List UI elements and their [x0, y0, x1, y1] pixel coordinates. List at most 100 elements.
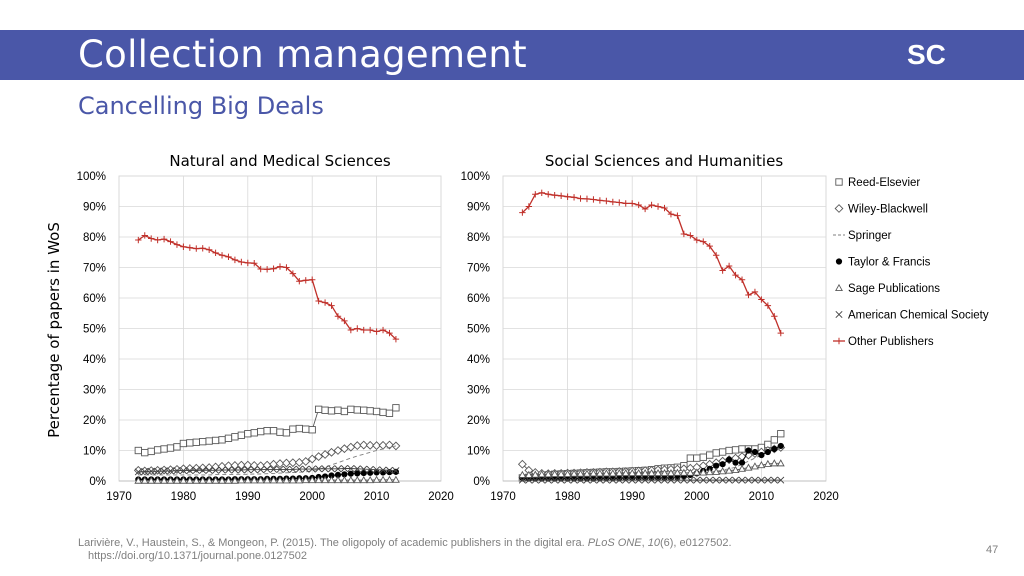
data-point	[544, 470, 553, 478]
series-springer	[138, 445, 397, 476]
data-point	[256, 476, 265, 484]
data-point	[154, 467, 162, 475]
citation-journal: PLoS ONE	[587, 537, 642, 549]
data-point	[230, 476, 239, 484]
data-point	[224, 476, 233, 484]
data-point	[725, 456, 733, 463]
data-point	[686, 468, 695, 476]
data-point	[758, 296, 765, 303]
x-tick-label: 2000	[684, 491, 710, 503]
data-point	[648, 476, 656, 484]
data-point	[628, 476, 636, 484]
data-point	[660, 468, 669, 477]
data-point	[141, 468, 149, 476]
data-point	[563, 469, 572, 477]
data-point	[328, 302, 335, 309]
data-point	[609, 476, 617, 484]
data-point	[738, 276, 746, 283]
data-point	[321, 475, 330, 484]
data-point	[551, 192, 558, 199]
data-point	[725, 476, 733, 484]
data-point	[347, 464, 355, 473]
data-point	[172, 476, 181, 484]
data-point	[551, 476, 559, 484]
y-tick-label: 80%	[467, 232, 490, 244]
data-point	[544, 476, 552, 484]
data-point	[615, 476, 623, 484]
data-point	[679, 468, 688, 476]
data-point	[686, 454, 694, 462]
data-point	[309, 276, 316, 283]
data-point	[517, 459, 527, 469]
data-point	[193, 245, 200, 252]
legend: Reed-Elsevier Wiley-Blackwell Springer Tayl…	[833, 177, 989, 348]
data-point	[589, 469, 598, 477]
data-point	[545, 191, 552, 198]
data-point	[764, 476, 772, 484]
title-banner	[0, 30, 1024, 80]
data-point	[719, 461, 726, 468]
data-point	[314, 475, 323, 484]
data-point	[570, 469, 579, 477]
data-point	[327, 447, 336, 457]
data-point	[283, 264, 290, 271]
data-point	[173, 467, 181, 475]
data-point	[257, 466, 265, 474]
data-point	[237, 476, 246, 484]
data-point	[699, 476, 707, 484]
data-point	[674, 212, 681, 219]
data-point	[564, 193, 571, 200]
data-point	[385, 466, 393, 474]
y-tick-label: 90%	[467, 202, 490, 214]
citation-text: Larivière, V., Haustein, S., & Mongeon, …	[78, 537, 588, 549]
data-point	[237, 431, 246, 439]
data-point	[706, 451, 714, 459]
data-point	[379, 475, 388, 483]
legend-item: Taylor & Francis	[835, 257, 931, 269]
data-point	[654, 476, 662, 484]
data-point	[340, 407, 349, 416]
data-point	[192, 466, 200, 474]
x-tick-label: 2010	[749, 491, 775, 503]
data-point	[327, 475, 336, 484]
data-point	[321, 406, 329, 414]
data-point	[359, 475, 368, 484]
data-point	[289, 465, 297, 473]
data-point	[700, 238, 707, 245]
y-tick-label: 10%	[467, 446, 490, 458]
y-tick-label: 0%	[473, 476, 490, 488]
data-point	[360, 326, 367, 334]
data-point	[372, 441, 382, 451]
data-point	[295, 465, 303, 473]
y-tick-label: 0%	[89, 476, 106, 488]
data-point	[392, 404, 400, 412]
data-point	[301, 475, 310, 484]
data-point	[153, 446, 162, 454]
data-point	[186, 467, 194, 475]
data-point	[282, 429, 291, 437]
data-point	[719, 476, 727, 484]
data-point	[354, 470, 361, 477]
data-point	[224, 434, 233, 442]
data-point	[218, 466, 226, 474]
data-point	[758, 451, 765, 459]
y-tick-label: 40%	[467, 354, 490, 366]
y-tick-label: 10%	[83, 446, 106, 458]
citation-doi-link[interactable]: https://doi.org/10.1371/journal.pone.012…	[88, 550, 307, 562]
data-point	[243, 476, 252, 484]
data-point	[732, 476, 740, 484]
series-reed-elsevier	[134, 404, 400, 457]
data-point	[205, 476, 214, 484]
data-point	[537, 470, 546, 478]
y-tick-label: 40%	[83, 354, 106, 366]
data-point	[263, 427, 271, 435]
data-point	[353, 465, 361, 473]
data-point	[250, 429, 258, 437]
data-point	[185, 476, 194, 484]
citation-volume: 10	[647, 537, 660, 549]
data-point	[532, 191, 539, 198]
data-point	[270, 265, 277, 272]
data-point	[134, 476, 143, 484]
x-tick-label: 1970	[490, 491, 516, 503]
data-point	[583, 195, 591, 203]
